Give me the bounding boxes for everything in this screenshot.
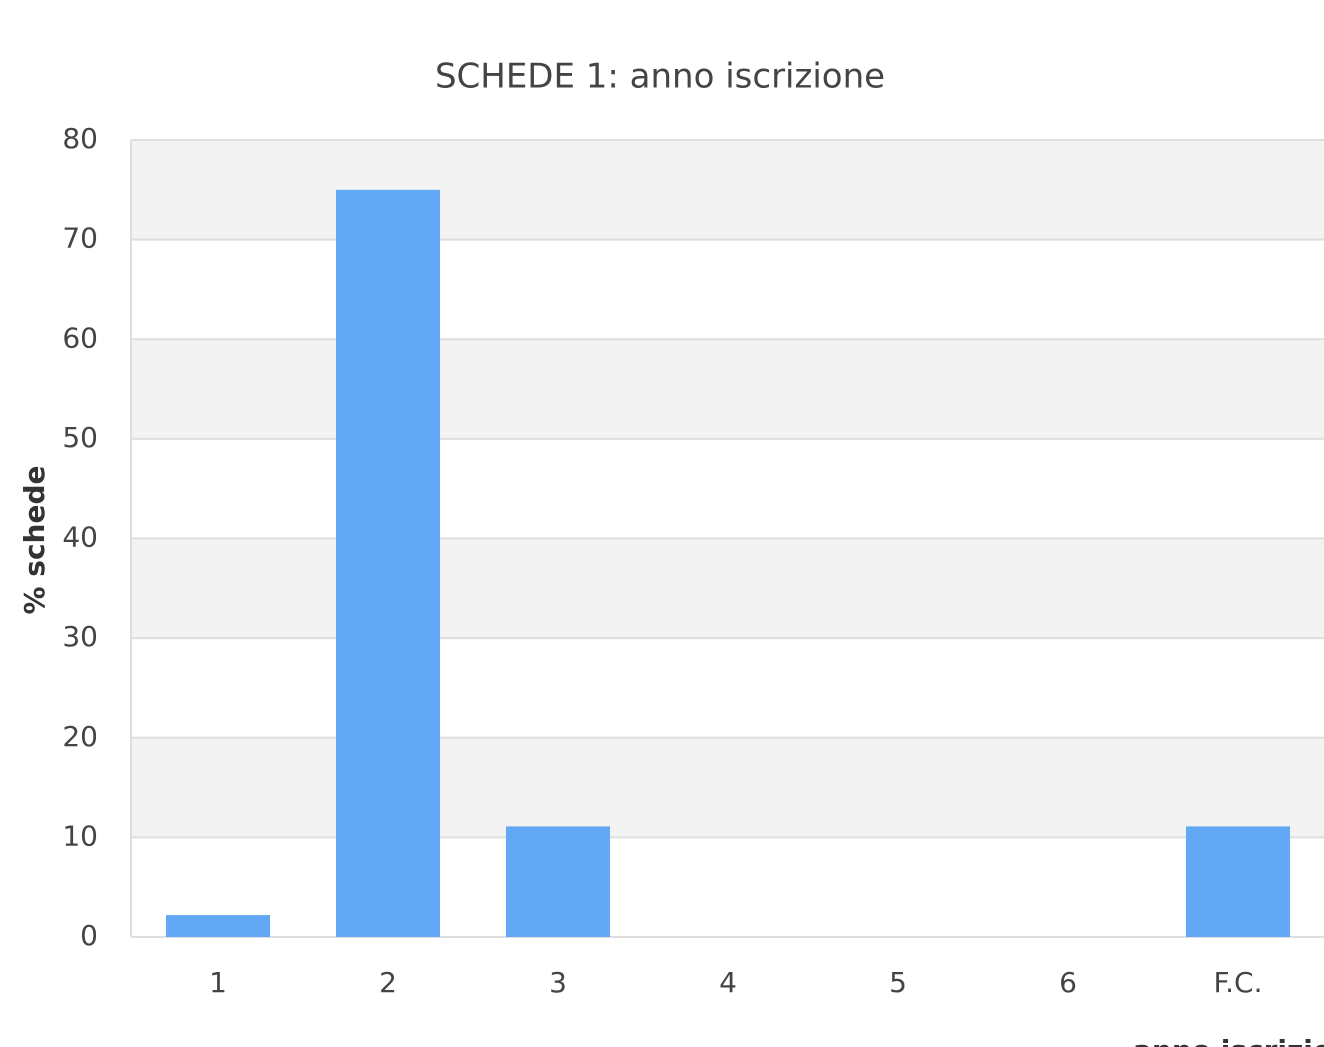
x-tick-label: 6 <box>1059 966 1077 999</box>
y-tick-label: 10 <box>62 819 98 852</box>
x-tick-label: 4 <box>719 966 737 999</box>
grid-band <box>131 538 1324 639</box>
y-tick-label: 30 <box>62 620 98 653</box>
grid-band <box>131 737 1324 838</box>
y-tick-label: 70 <box>62 222 98 255</box>
bar <box>1186 826 1290 937</box>
grid-band <box>131 140 1324 240</box>
x-tick-label: 1 <box>209 966 227 999</box>
y-axis-title: % schede <box>18 465 51 614</box>
y-tick-label: 50 <box>62 421 98 454</box>
bar <box>336 189 440 937</box>
chart-title: SCHEDE 1: anno iscrizione <box>435 57 885 97</box>
x-tick-label: 3 <box>549 966 567 999</box>
y-tick-label: 60 <box>62 321 98 354</box>
y-tick-label: 20 <box>62 720 98 753</box>
y-tick-label: 40 <box>62 521 98 554</box>
x-tick-label: 5 <box>889 966 907 999</box>
x-axis-title: anno iscrizione <box>1133 1034 1324 1047</box>
bar <box>506 826 610 937</box>
y-tick-label: 0 <box>80 919 98 952</box>
grid-band <box>131 339 1324 439</box>
y-tick-label: 80 <box>62 122 98 155</box>
x-tick-label: F.C. <box>1214 966 1263 999</box>
bar <box>166 915 270 937</box>
x-tick-label: 2 <box>379 966 397 999</box>
